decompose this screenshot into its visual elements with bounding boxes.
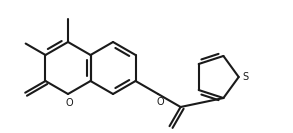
Text: O: O: [65, 98, 73, 108]
Text: S: S: [243, 72, 249, 82]
Text: O: O: [156, 97, 164, 107]
